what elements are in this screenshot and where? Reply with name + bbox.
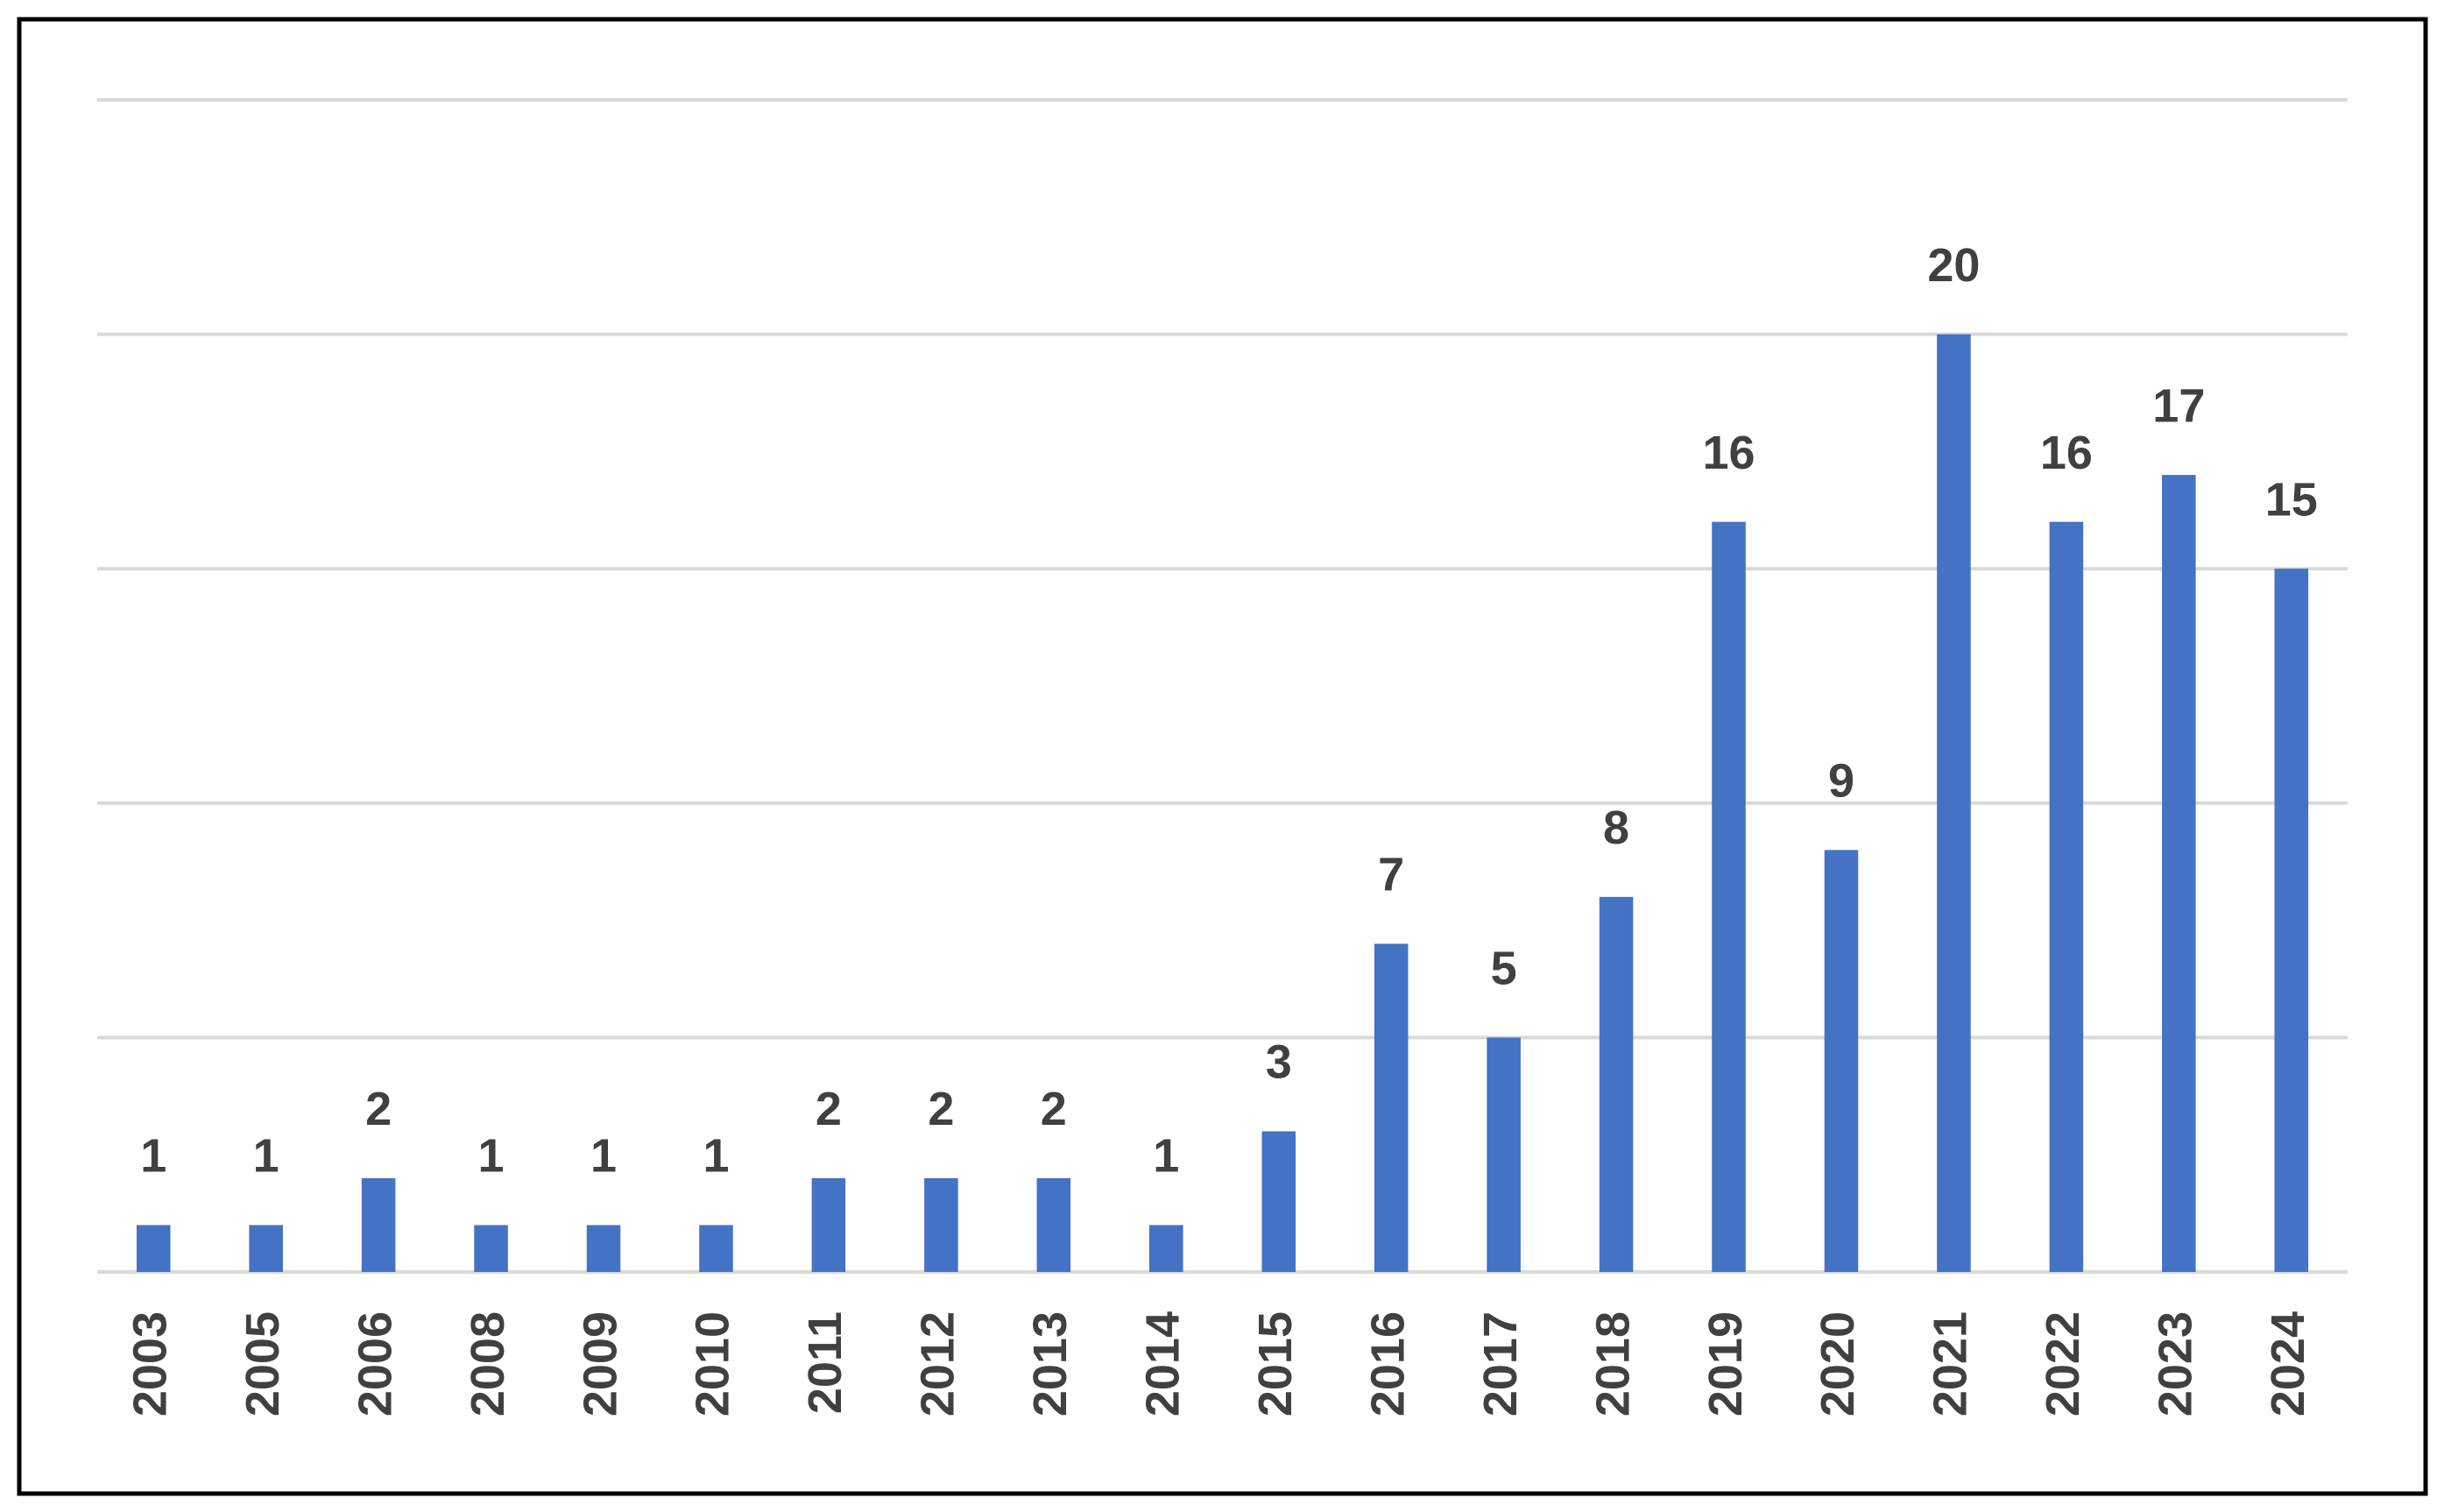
bar (1937, 334, 1971, 1273)
data-label: 7 (1378, 849, 1404, 901)
x-tick-label: 2019 (1699, 1311, 1752, 1417)
x-tick-label: 2024 (2262, 1311, 2314, 1417)
bar (1712, 521, 1746, 1272)
bar (2162, 475, 2196, 1272)
bar (361, 1177, 396, 1272)
data-label: 16 (1702, 427, 1755, 479)
data-label: 1 (140, 1130, 166, 1183)
bar (2049, 521, 2084, 1272)
bar (699, 1225, 733, 1272)
data-label: 1 (253, 1130, 279, 1183)
x-tick-label: 2006 (349, 1311, 401, 1417)
bar (1374, 943, 1409, 1272)
data-label: 2 (816, 1083, 842, 1135)
data-label: 16 (2040, 427, 2093, 479)
x-tick-label: 2013 (1024, 1311, 1077, 1417)
bar (2274, 569, 2309, 1272)
bar (1824, 850, 1859, 1272)
bar (474, 1225, 508, 1272)
bar (1036, 1177, 1071, 1272)
data-label: 1 (478, 1130, 505, 1183)
x-tick-label: 2005 (237, 1311, 289, 1417)
x-tick-label: 2021 (1925, 1311, 1977, 1417)
bar (1261, 1131, 1296, 1272)
data-label: 5 (1491, 943, 1517, 995)
data-label: 8 (1603, 802, 1629, 854)
x-tick-label: 2015 (1249, 1311, 1302, 1417)
bar (811, 1177, 846, 1272)
bar (924, 1177, 958, 1272)
x-tick-label: 2012 (912, 1311, 964, 1417)
x-tick-label: 2018 (1586, 1311, 1639, 1417)
data-label: 1 (590, 1130, 617, 1183)
bar (136, 1225, 171, 1272)
data-label: 2 (928, 1083, 954, 1135)
x-tick-label: 2022 (2037, 1311, 2089, 1417)
bar (1599, 896, 1634, 1272)
data-label: 9 (1828, 755, 1854, 808)
data-label: 20 (1927, 239, 1980, 292)
data-label: 2 (1041, 1083, 1067, 1135)
data-label: 17 (2152, 379, 2205, 432)
chart-border (17, 17, 2428, 1496)
x-tick-label: 2003 (124, 1311, 176, 1417)
bar (1149, 1225, 1183, 1272)
bar (586, 1225, 621, 1272)
x-tick-label: 2011 (799, 1311, 851, 1414)
x-tick-label: 2008 (462, 1311, 514, 1417)
data-label: 2 (365, 1083, 392, 1135)
x-tick-label: 2010 (687, 1311, 739, 1417)
bar (1487, 1037, 1521, 1272)
x-tick-label: 2009 (574, 1311, 626, 1417)
x-tick-label: 2017 (1474, 1311, 1527, 1417)
x-tick-label: 2016 (1361, 1311, 1414, 1417)
data-label: 15 (2265, 473, 2318, 526)
data-label: 3 (1266, 1036, 1292, 1089)
x-tick-label: 2014 (1137, 1311, 1190, 1417)
x-tick-label: 2023 (2150, 1311, 2202, 1417)
x-tick-label: 2020 (1812, 1311, 1864, 1417)
data-label: 1 (1153, 1130, 1179, 1183)
data-label: 1 (703, 1130, 729, 1183)
bar (249, 1225, 283, 1272)
